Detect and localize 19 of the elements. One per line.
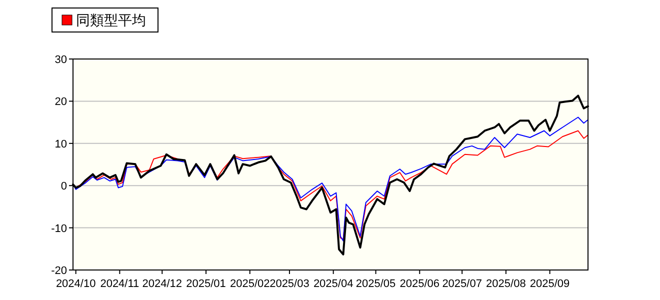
x-tick-label: 2024/12 bbox=[142, 278, 182, 290]
x-tick-label: 2025/09 bbox=[530, 278, 570, 290]
x-tick-label: 2025/05 bbox=[356, 278, 396, 290]
x-tick-label: 2025/03 bbox=[270, 278, 310, 290]
x-tick-label: 2024/11 bbox=[100, 278, 140, 290]
y-tick-label: 30 bbox=[54, 54, 67, 66]
x-tick-label: 2025/01 bbox=[186, 278, 226, 290]
x-tick-label: 2025/04 bbox=[313, 278, 354, 290]
x-tick-label: 2025/07 bbox=[442, 278, 482, 290]
y-tick-label: 10 bbox=[54, 138, 67, 150]
x-tick-label: 2025/02 bbox=[230, 278, 270, 290]
y-tick-label: -20 bbox=[51, 265, 67, 277]
x-tick-label: 2025/06 bbox=[400, 278, 440, 290]
y-tick-label: 20 bbox=[54, 96, 67, 108]
y-tick-label: 0 bbox=[60, 180, 67, 193]
legend-label: 同類型平均 bbox=[76, 12, 146, 28]
x-tick-label: 2025/08 bbox=[486, 278, 526, 290]
y-tick-label: -10 bbox=[51, 222, 67, 235]
x-tick-label: 2024/10 bbox=[56, 278, 96, 290]
